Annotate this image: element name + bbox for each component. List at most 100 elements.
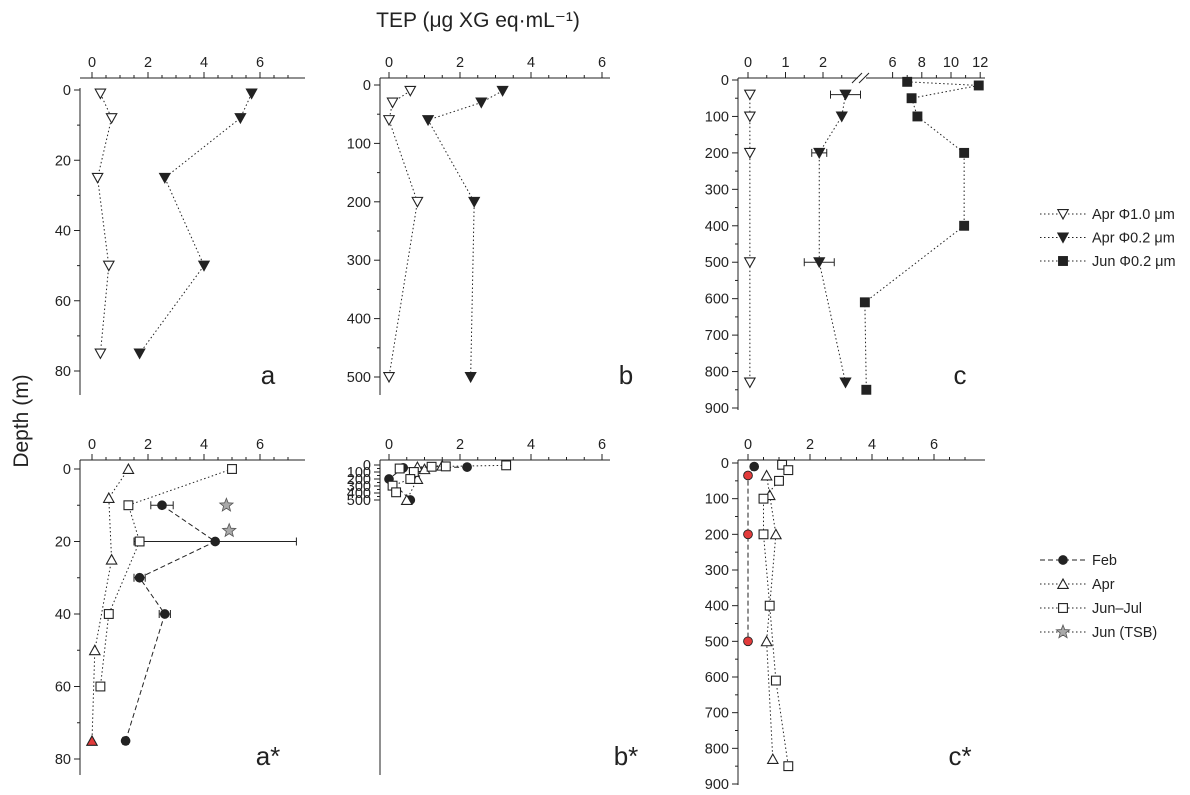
x-tick-label: 0 — [88, 437, 96, 453]
data-point — [743, 89, 757, 101]
data-point — [102, 260, 115, 272]
data-point — [400, 493, 413, 505]
data-point — [835, 111, 848, 123]
x-tick-label: 6 — [598, 437, 606, 453]
data-point — [758, 529, 769, 540]
data-point — [426, 461, 437, 472]
y-tick-label: 200 — [347, 472, 371, 488]
y-tick-label: 200 — [347, 195, 371, 211]
x-tick-label: 6 — [889, 55, 897, 71]
y-tick-label: 300 — [705, 182, 729, 198]
x-tick-label: 8 — [918, 55, 926, 71]
data-point — [1056, 209, 1070, 221]
data-point — [464, 372, 477, 384]
legend-label: Jun–Jul — [1092, 601, 1142, 617]
legend-item: Apr Φ0.2 μm — [1040, 231, 1175, 247]
y-tick-label: 20 — [55, 153, 71, 169]
x-tick-label: 2 — [806, 437, 814, 453]
data-point — [102, 491, 115, 503]
x-tick-label: 0 — [744, 437, 752, 453]
data-point — [122, 462, 135, 474]
series-line — [139, 93, 253, 354]
x-tick-label: 4 — [200, 437, 208, 453]
y-tick-label: 900 — [705, 777, 729, 793]
y-tick-label: 600 — [705, 292, 729, 308]
legend-label: Apr Φ0.2 μm — [1092, 231, 1175, 247]
legend-label: Apr Φ1.0 μm — [1092, 207, 1175, 223]
data-point — [774, 475, 784, 486]
y-tick-label: 40 — [55, 224, 71, 240]
y-tick-label: 800 — [705, 365, 729, 381]
series-line — [91, 468, 129, 741]
panel-label: a* — [256, 741, 281, 771]
series-jun-jul — [387, 460, 512, 498]
y-tick-label: 0 — [63, 83, 71, 99]
data-point — [760, 635, 773, 647]
data-point — [105, 553, 118, 565]
data-point — [973, 80, 984, 91]
data-point — [134, 536, 145, 547]
data-point — [468, 196, 481, 208]
x-tick-label: 6 — [256, 437, 264, 453]
data-point — [764, 600, 775, 611]
legend-bottom: Feb Apr Jun–Jul Jun (TSB) — [1040, 553, 1157, 641]
panel-b: 0 2 4 6 0 100 200 300 400 500 b — [347, 55, 633, 395]
data-point — [743, 636, 753, 647]
y-tick-label: 500 — [705, 255, 729, 271]
data-point — [758, 493, 769, 504]
data-point — [1058, 603, 1068, 613]
x-tick-label: 2 — [456, 55, 464, 71]
data-point — [902, 76, 913, 87]
data-point — [783, 761, 794, 772]
x-tick-label: 6 — [598, 55, 606, 71]
data-point — [105, 113, 118, 125]
x-tick-label: 2 — [144, 437, 152, 453]
data-point — [391, 487, 402, 498]
y-tick-label: 80 — [55, 752, 71, 768]
legend-item: Apr Φ1.0 μm — [1040, 207, 1175, 223]
y-tick-label: 0 — [721, 456, 729, 472]
legend-top: Apr Φ1.0 μm Apr Φ0.2 μm Jun Φ0.2 μm — [1040, 207, 1176, 270]
data-point — [227, 464, 237, 474]
data-point — [91, 172, 104, 184]
x-tick-label: 10 — [943, 55, 959, 71]
data-point — [859, 297, 870, 308]
data-point — [421, 115, 435, 127]
legend-label: Jun Φ0.2 μm — [1092, 254, 1176, 270]
y-tick-label: 60 — [55, 680, 71, 696]
x-tick-label: 2 — [144, 55, 152, 71]
x-tick-label: 4 — [527, 55, 535, 71]
data-point — [861, 384, 872, 395]
y-tick-label: 40 — [55, 607, 71, 623]
y-tick-label: 20 — [55, 535, 71, 551]
legends: Apr Φ1.0 μm Apr Φ0.2 μm Jun Φ0.2 μm Feb Apr J… — [1040, 207, 1176, 641]
axis-break-mark — [858, 72, 870, 84]
data-point — [462, 462, 472, 472]
y-tick-label: 0 — [363, 78, 371, 94]
panel-c-star: 0 2 4 6 0 100 200 300 400 500 600 700 800 900 c* — [705, 437, 985, 793]
data-point — [770, 675, 781, 686]
data-point — [839, 89, 852, 101]
series-apr-1-0-m — [91, 88, 118, 360]
series-apr-0-2-m — [803, 89, 861, 389]
series-line — [388, 90, 418, 378]
data-point — [906, 93, 917, 104]
data-point — [783, 465, 794, 476]
x-tick-label: 6 — [930, 437, 938, 453]
data-point — [743, 377, 757, 389]
series-feb — [120, 500, 297, 746]
data-point — [157, 500, 167, 511]
data-point — [382, 115, 396, 127]
x-tick-label: 4 — [868, 437, 876, 453]
y-tick-label: 800 — [705, 741, 729, 757]
y-tick-label: 60 — [55, 294, 71, 310]
legend-item: Apr — [1040, 577, 1115, 593]
data-point — [1056, 232, 1070, 244]
series-line — [763, 464, 790, 767]
series-line — [818, 94, 846, 383]
data-point — [959, 147, 970, 158]
data-point — [94, 348, 107, 360]
data-point — [158, 172, 171, 184]
data-point — [839, 377, 852, 389]
